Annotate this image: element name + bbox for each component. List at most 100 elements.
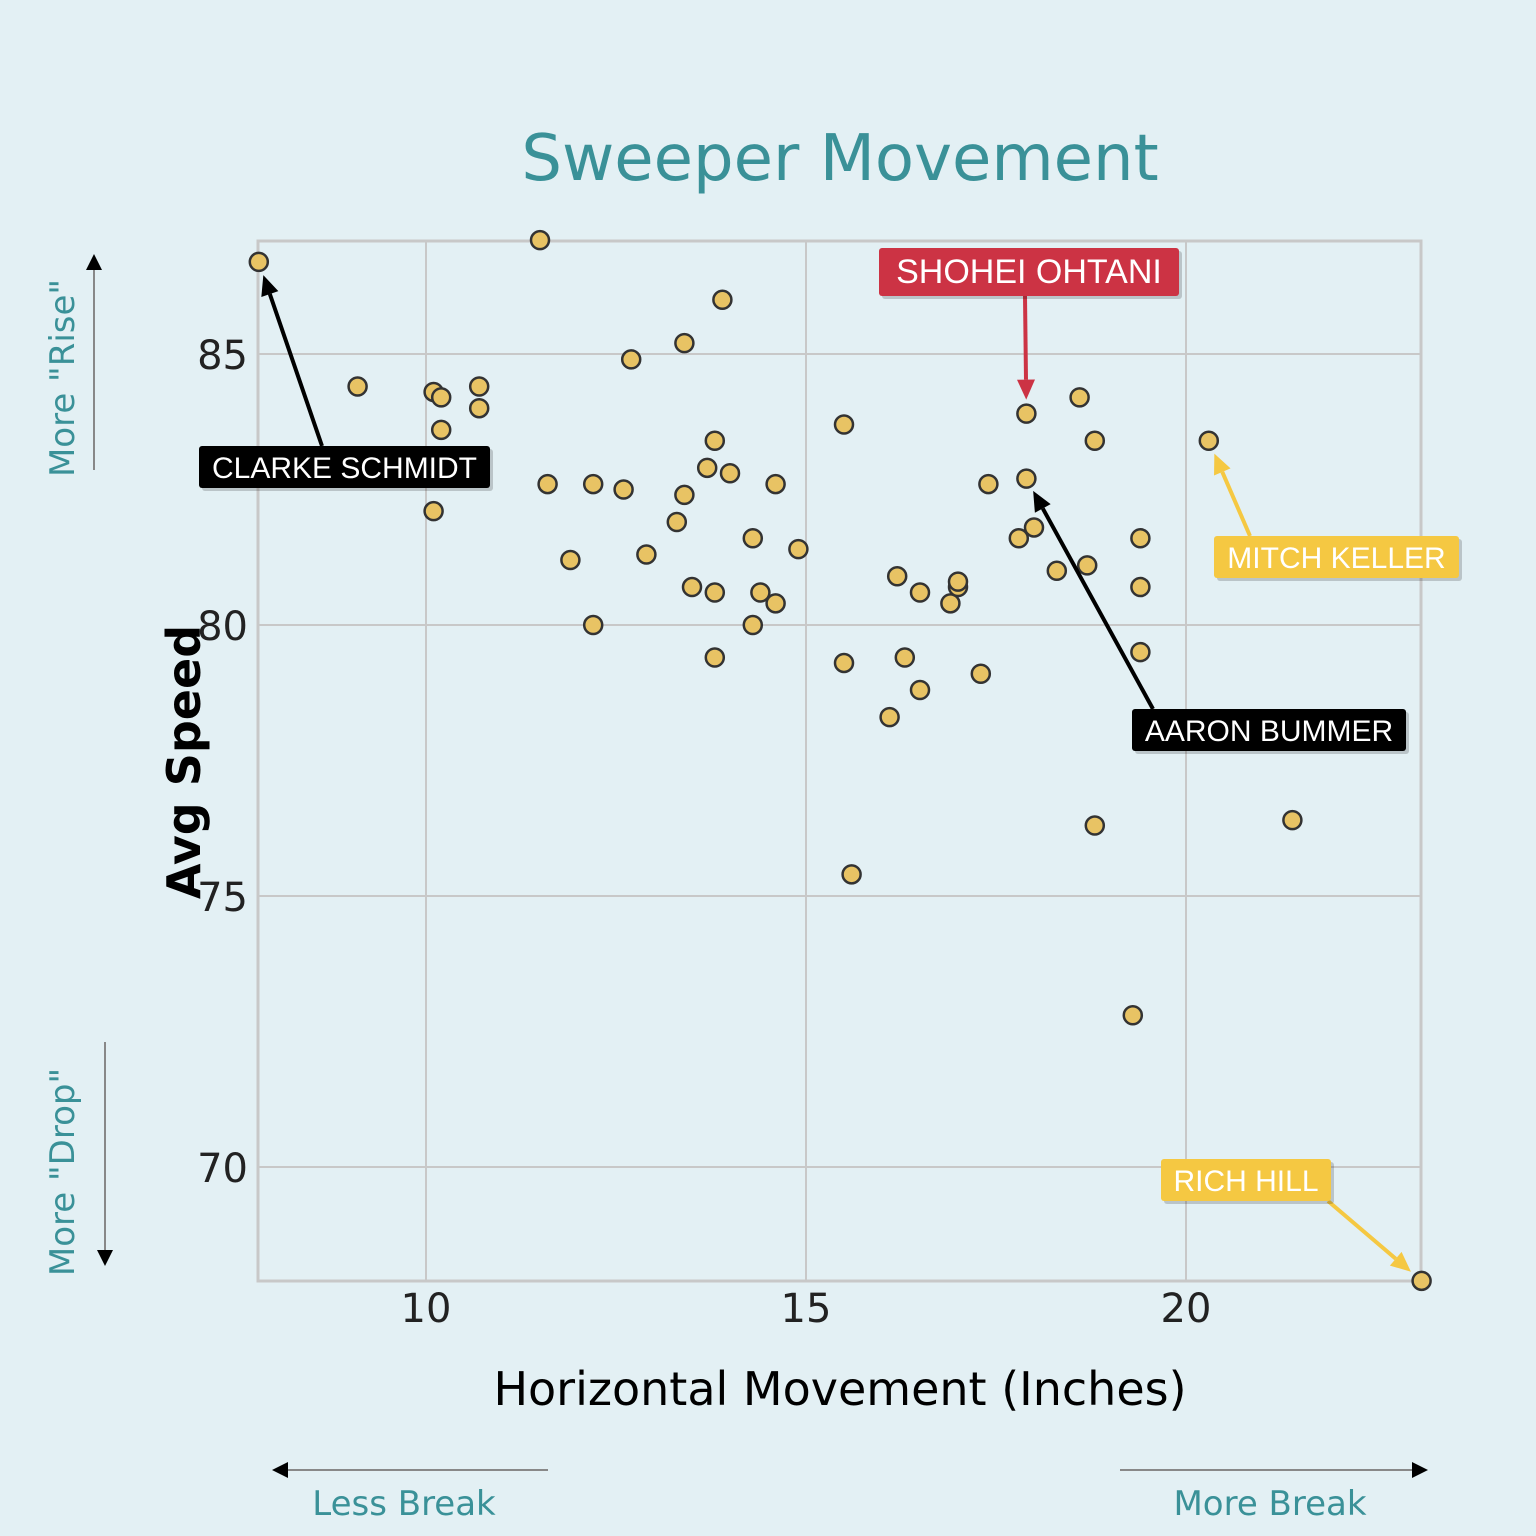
data-point xyxy=(537,473,558,495)
data-point xyxy=(833,414,855,435)
plot-frame xyxy=(256,239,1423,1283)
annotation-label: MITCH KELLER xyxy=(1227,542,1445,575)
annotation-label: AARON BUMMER xyxy=(1145,715,1393,748)
data-point xyxy=(423,500,444,522)
left-arrow-icon xyxy=(272,1462,288,1478)
data-point xyxy=(613,479,634,500)
data-point xyxy=(909,582,931,603)
annotation-arrow xyxy=(1220,471,1252,537)
data-point xyxy=(1130,641,1151,663)
data-point xyxy=(674,332,695,354)
data-point xyxy=(765,473,786,495)
data-point xyxy=(248,251,270,273)
more-break-label: More Break xyxy=(1173,1484,1366,1524)
data-point xyxy=(1130,528,1151,549)
data-point xyxy=(1282,809,1303,831)
data-point xyxy=(833,652,855,674)
data-point xyxy=(620,349,642,370)
data-point xyxy=(468,397,490,419)
arrowhead-icon xyxy=(1214,453,1231,476)
data-point xyxy=(1084,430,1106,451)
data-point xyxy=(742,528,764,549)
annotation-arrow xyxy=(1023,295,1028,380)
annotation-label: CLARKE SCHMIDT xyxy=(212,452,477,485)
x-tick-label: 10 xyxy=(401,1286,452,1332)
data-point xyxy=(894,647,916,668)
y-tick-label: 75 xyxy=(197,875,248,921)
data-point xyxy=(841,864,862,885)
data-points xyxy=(248,229,1432,1292)
y-tick-label: 80 xyxy=(197,604,248,650)
annotation-label-box xyxy=(1214,536,1459,578)
data-point xyxy=(1130,576,1151,598)
data-point xyxy=(978,473,999,495)
chart-title: Sweeper Movement xyxy=(521,122,1158,196)
arrowhead-icon xyxy=(1389,1251,1411,1272)
drop-arrow-icon xyxy=(97,1250,113,1266)
annotation-label-box xyxy=(879,248,1179,296)
data-point xyxy=(1016,403,1037,424)
data-point xyxy=(636,544,657,565)
y-tick-label: 85 xyxy=(197,333,248,379)
data-point xyxy=(1069,387,1090,408)
data-point xyxy=(1122,1004,1144,1026)
rise-arrow-icon xyxy=(86,254,102,270)
data-point xyxy=(886,565,908,587)
annotation-label: SHOHEI OHTANI xyxy=(896,253,1162,291)
annotation-label-box xyxy=(1132,709,1406,751)
data-point xyxy=(788,538,809,560)
x-axis-label: Horizontal Movement (Inches) xyxy=(493,1362,1186,1416)
data-point xyxy=(347,376,368,397)
data-point xyxy=(681,576,703,598)
data-point xyxy=(704,647,726,668)
arrowhead-icon xyxy=(261,275,279,297)
data-point xyxy=(529,229,551,251)
data-point xyxy=(704,582,726,603)
data-point xyxy=(1198,430,1220,451)
data-point xyxy=(750,582,771,603)
data-point xyxy=(582,614,604,636)
data-point xyxy=(742,614,764,636)
data-point xyxy=(1016,468,1037,489)
y-tick-label: 70 xyxy=(197,1146,248,1192)
arrowhead-icon xyxy=(1016,379,1035,400)
annotation-arrow xyxy=(1041,507,1155,710)
data-point xyxy=(940,593,961,614)
right-arrow-icon xyxy=(1412,1462,1428,1478)
data-point xyxy=(582,473,604,495)
data-point xyxy=(719,462,741,484)
tick-labels: 10 15 20 70 75 80 85 xyxy=(197,333,1211,1332)
annotation-label-box xyxy=(1161,1159,1331,1201)
data-point xyxy=(1411,1270,1432,1292)
data-point xyxy=(468,376,490,397)
annotation-label: RICH HILL xyxy=(1173,1165,1318,1198)
arrowhead-icon xyxy=(1033,490,1051,513)
side-indicators: More "Rise" More "Drop" Less Break More … xyxy=(43,254,1428,1524)
data-point xyxy=(704,430,726,451)
data-point xyxy=(674,484,695,506)
data-point xyxy=(1023,517,1045,538)
data-point xyxy=(879,706,900,728)
less-break-label: Less Break xyxy=(312,1484,496,1524)
data-point xyxy=(430,387,452,408)
data-point xyxy=(1046,560,1068,582)
annotation-arrow xyxy=(267,293,324,447)
data-point xyxy=(712,289,733,311)
y-axis-label: Avg Speed xyxy=(157,625,211,899)
x-tick-label: 15 xyxy=(781,1286,832,1332)
annotations: CLARKE SCHMIDT SHOHEI OHTANI AARON BUMMER M… xyxy=(199,248,1462,1272)
data-point xyxy=(666,511,688,533)
x-tick-label: 20 xyxy=(1161,1286,1212,1332)
data-point xyxy=(1084,815,1106,836)
data-point xyxy=(696,457,718,479)
data-point xyxy=(947,571,969,592)
annotation-arrow xyxy=(1326,1199,1398,1261)
data-point xyxy=(1076,555,1098,576)
data-point xyxy=(765,593,786,614)
annotation-label-box xyxy=(199,446,490,488)
data-point xyxy=(909,679,931,701)
data-point xyxy=(560,549,581,571)
data-point xyxy=(970,663,992,685)
data-point xyxy=(430,419,452,441)
